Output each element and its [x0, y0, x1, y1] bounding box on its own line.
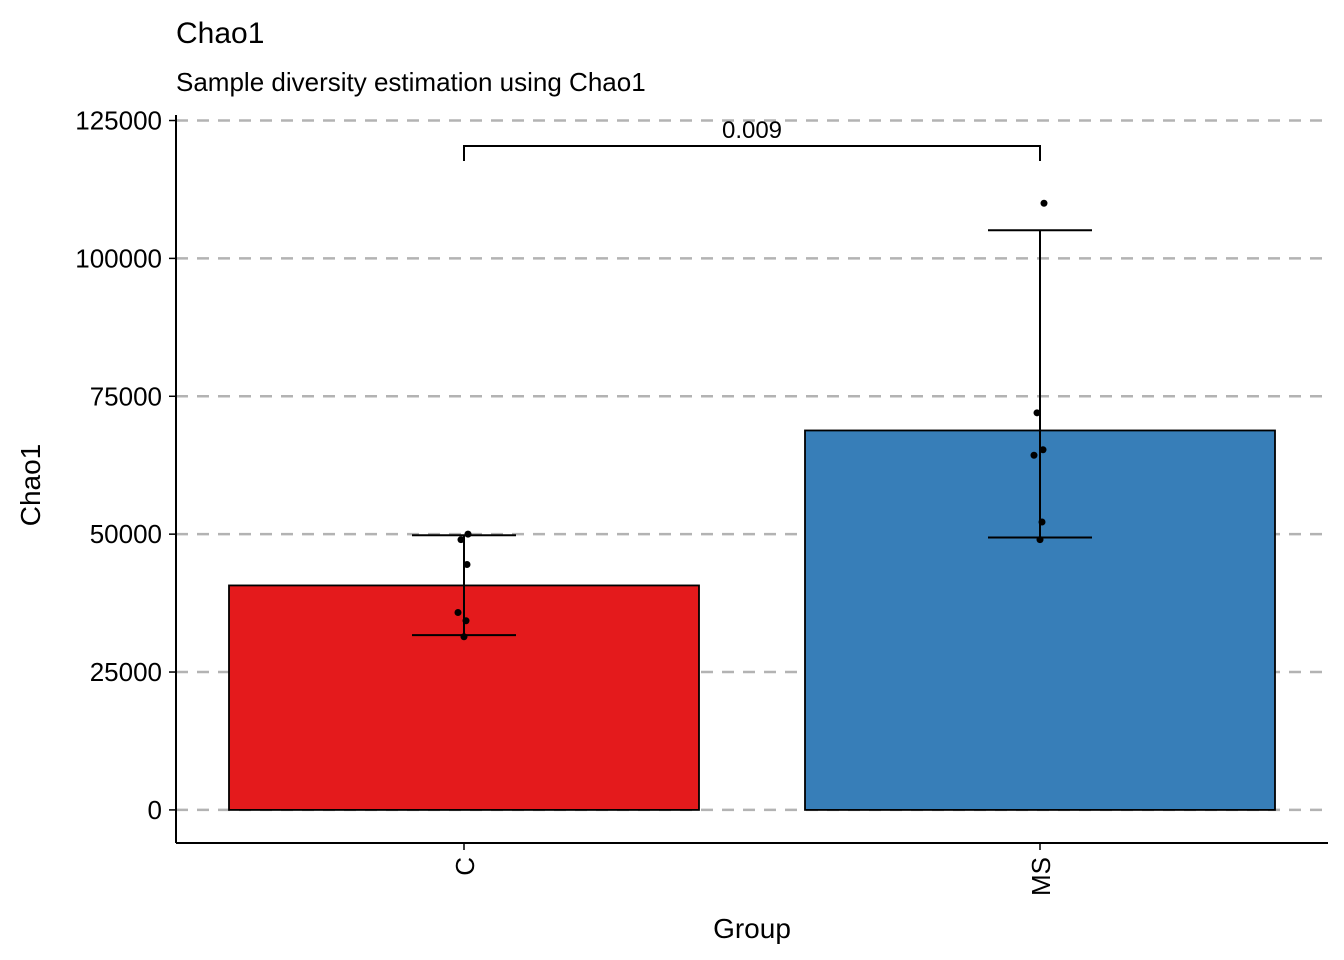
- data-point: [1033, 409, 1041, 417]
- y-tick-label: 25000: [90, 657, 162, 687]
- sample-points: [454, 199, 1048, 641]
- y-tick-label: 75000: [90, 381, 162, 411]
- y-tick-label: 125000: [75, 106, 162, 136]
- significance-bracket: 0.009: [463, 117, 1041, 161]
- y-tick-label: 0: [148, 795, 162, 825]
- data-point: [460, 633, 468, 641]
- chart-subtitle: Sample diversity estimation using Chao1: [176, 67, 646, 97]
- data-point: [464, 530, 472, 538]
- x-tick-label: MS: [1026, 857, 1056, 896]
- data-point: [463, 560, 471, 568]
- x-axis-title: Group: [713, 913, 791, 944]
- chart-title: Chao1: [176, 17, 264, 50]
- y-axis-title: Chao1: [15, 444, 46, 527]
- data-point: [1030, 451, 1038, 459]
- data-point: [1039, 446, 1047, 454]
- bracket-line: [463, 145, 1041, 161]
- data-point: [454, 608, 462, 616]
- data-point: [457, 536, 465, 544]
- data-point: [1036, 536, 1044, 544]
- y-tick-label: 100000: [75, 243, 162, 273]
- data-point: [462, 617, 470, 625]
- data-point: [1040, 199, 1048, 207]
- tick-labels: 0 25000 50000 75000 100000 125000 C MS: [75, 106, 1056, 896]
- bars: [228, 429, 1276, 811]
- x-tick-label: C: [450, 857, 480, 876]
- axes: [175, 115, 1328, 844]
- data-point: [1038, 518, 1046, 526]
- y-tick-label: 50000: [90, 519, 162, 549]
- p-value-label: 0.009: [722, 117, 782, 144]
